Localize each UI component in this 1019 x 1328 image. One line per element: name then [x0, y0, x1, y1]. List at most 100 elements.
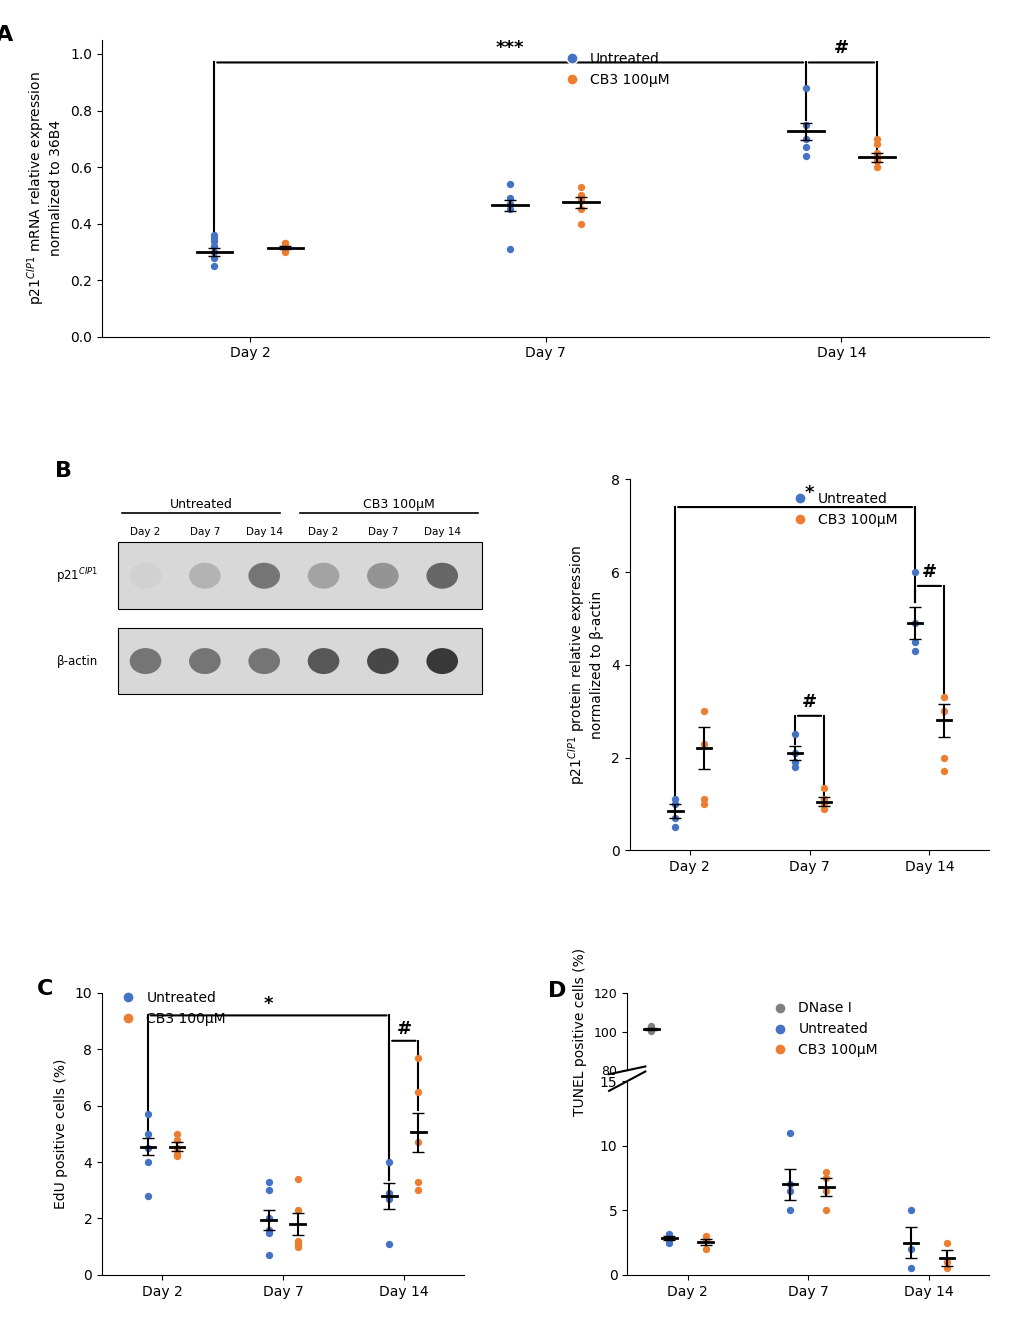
Point	[906, 612, 922, 633]
Point	[573, 190, 589, 211]
Y-axis label: EdU positive cells (%): EdU positive cells (%)	[54, 1058, 67, 1208]
Point	[168, 1123, 184, 1145]
Point	[410, 1081, 426, 1102]
Bar	[118, 628, 481, 695]
Point	[660, 1232, 677, 1254]
Point	[381, 1186, 397, 1207]
Point	[906, 562, 922, 583]
Point	[782, 1122, 798, 1143]
Text: *: *	[264, 995, 273, 1012]
Point	[573, 185, 589, 206]
Point	[643, 1019, 659, 1040]
Point	[666, 807, 683, 829]
Point	[206, 247, 222, 268]
Text: CB3 100μM: CB3 100μM	[363, 498, 434, 511]
Text: B: B	[54, 461, 71, 481]
Point	[260, 1222, 276, 1243]
Point	[573, 199, 589, 220]
Point	[797, 137, 813, 158]
Text: Day 14: Day 14	[423, 527, 461, 538]
Point	[934, 687, 951, 708]
Point	[695, 789, 711, 810]
Ellipse shape	[426, 563, 458, 588]
Point	[289, 1236, 306, 1258]
Text: #: #	[921, 563, 936, 582]
Text: Day 2: Day 2	[308, 527, 338, 538]
Point	[782, 1199, 798, 1220]
Point	[168, 1137, 184, 1158]
Text: A: A	[0, 25, 13, 45]
Point	[906, 640, 922, 661]
Point	[260, 1179, 276, 1201]
Point	[938, 1232, 955, 1254]
Point	[697, 1230, 713, 1251]
Legend: Untreated, CB3 100μM: Untreated, CB3 100μM	[109, 985, 231, 1032]
Ellipse shape	[189, 563, 220, 588]
Point	[140, 1123, 156, 1145]
Point	[787, 752, 803, 773]
Bar	[118, 542, 481, 610]
Ellipse shape	[249, 563, 280, 588]
Point	[260, 1244, 276, 1266]
Point	[695, 701, 711, 722]
Point	[934, 746, 951, 768]
Point	[410, 1131, 426, 1153]
Text: C: C	[37, 979, 53, 999]
Point	[381, 1234, 397, 1255]
Point	[815, 777, 832, 798]
Point	[868, 145, 884, 166]
Point	[277, 239, 293, 260]
Point	[797, 114, 813, 135]
Point	[902, 1239, 918, 1260]
Text: #: #	[834, 39, 848, 57]
Point	[787, 724, 803, 745]
Y-axis label: p21$^{CIP1}$ mRNA relative expression
normalized to 36B4: p21$^{CIP1}$ mRNA relative expression no…	[25, 72, 63, 305]
Point	[206, 230, 222, 251]
Point	[277, 232, 293, 254]
Point	[868, 147, 884, 169]
Point	[381, 1151, 397, 1173]
Point	[573, 177, 589, 198]
Point	[934, 701, 951, 722]
Point	[906, 631, 922, 652]
Point	[660, 1228, 677, 1250]
Point	[697, 1226, 713, 1247]
Point	[573, 212, 589, 234]
Ellipse shape	[249, 648, 280, 675]
Point	[501, 193, 518, 214]
Y-axis label: TUNEL positive cells (%): TUNEL positive cells (%)	[572, 947, 586, 1116]
Point	[501, 174, 518, 195]
Point	[168, 1129, 184, 1150]
Point	[868, 134, 884, 155]
Text: Day 7: Day 7	[367, 527, 397, 538]
Point	[695, 733, 711, 754]
Text: D: D	[547, 981, 566, 1001]
Point	[697, 1239, 713, 1260]
Point	[695, 793, 711, 814]
Point	[815, 798, 832, 819]
Point	[782, 1181, 798, 1202]
Ellipse shape	[426, 648, 458, 675]
Point	[787, 756, 803, 777]
Point	[260, 1171, 276, 1193]
Point	[934, 761, 951, 782]
Point	[206, 235, 222, 256]
Point	[868, 151, 884, 173]
Point	[797, 145, 813, 166]
Point	[643, 1020, 659, 1041]
Point	[938, 1258, 955, 1279]
Point	[140, 1137, 156, 1158]
Point	[277, 235, 293, 256]
Point	[666, 793, 683, 814]
Point	[277, 232, 293, 254]
Point	[206, 227, 222, 248]
Point	[140, 1104, 156, 1125]
Point	[868, 129, 884, 150]
Legend: Untreated, CB3 100μM: Untreated, CB3 100μM	[552, 46, 675, 93]
Text: p21$^{CIP1}$: p21$^{CIP1}$	[56, 566, 98, 586]
Point	[206, 224, 222, 246]
Text: Day 7: Day 7	[190, 527, 220, 538]
Point	[140, 1151, 156, 1173]
Ellipse shape	[189, 648, 220, 675]
Point	[902, 1199, 918, 1220]
